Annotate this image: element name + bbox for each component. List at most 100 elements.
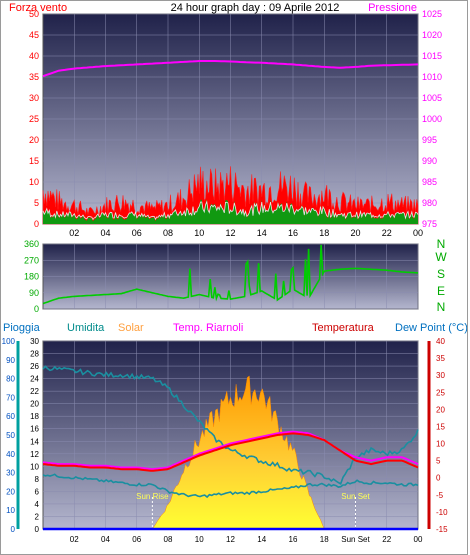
solar-tick-label: 14 [30,437,39,446]
x-tick-label: 04 [101,535,110,544]
series-dew-point [42,473,419,499]
wind-pressure-series [42,60,419,225]
solar-tick-label: 22 [30,387,39,396]
pressure-tick-label: 995 [422,135,437,145]
wind-tick-label: 25 [29,114,39,124]
pressure-y-axis: 975 980 985 990 995 1000 1005 1010 1015 1020 1025 [422,9,442,229]
x-tick-label: 14 [257,535,266,544]
temperature-tick-label: 25 [436,388,445,397]
solar-tick-label: 18 [30,412,39,421]
solar-tick-label: 2 [35,512,40,521]
solar-tick-label: 10 [30,462,39,471]
series-temp-riarnoli [42,430,419,471]
solar-tick-label: 8 [35,475,40,484]
x-tick-label: 06 [132,228,142,238]
legend-label: Umidita [67,322,105,334]
solar-tick-label: 30 [30,337,39,346]
x-tick-label: 02 [70,535,79,544]
series-wind-average [43,199,418,224]
solar-tick-label: 24 [30,375,39,384]
humidity-tick-label: 30 [6,469,15,478]
temp-x-axis: 02 04 06 08 10 12 14 16 18 Sun Set 22 00 [70,535,423,544]
chart-title: 24 hour graph day : 09 Aprile 2012 [171,2,340,14]
pressure-axis-label: Pressione [368,2,417,14]
wind-x-axis: 02 04 06 08 10 12 14 16 18 20 22 00 [69,228,423,238]
wind-y-axis: 0 5 10 15 20 25 30 35 40 45 50 [29,9,39,229]
pressure-tick-label: 1005 [422,93,442,103]
humidity-tick-label: 90 [6,356,15,365]
pressure-tick-label: 985 [422,177,437,187]
temp-legend-header: Pioggia Umidita Solar Temp. Riarnoli Tempera… [3,322,467,334]
wind-tick-label: 20 [29,135,39,145]
solar-tick-label: 6 [35,487,40,496]
humidity-tick-label: 100 [2,337,16,346]
wind-axis-label: Forza vento [9,2,67,14]
wind-tick-label: 35 [29,72,39,82]
humidity-y-axis: 0 10 20 30 40 50 60 70 80 90 100 [2,337,20,534]
series-pressure [42,60,419,78]
direction-y-axis: 0 90 180 270 360 [24,239,39,314]
temperature-tick-label: -5 [436,491,444,500]
series-wind-direction [42,244,419,305]
solar-tick-label: 28 [30,350,39,359]
temperature-tick-label: 15 [436,422,445,431]
temperature-tick-label: -10 [436,508,448,517]
series-temperature [42,432,419,472]
x-tick-label: 06 [132,535,141,544]
legend-label: Pioggia [3,322,41,334]
x-tick-label: 22 [382,535,391,544]
solar-tick-label: 26 [30,362,39,371]
direction-tick-label: 180 [24,272,39,282]
sun-event-label: Sun Rise [136,492,169,501]
x-tick-label: 00 [413,228,423,238]
wind-tick-label: 50 [29,9,39,19]
legend-label: Temp. Riarnoli [173,322,243,334]
humidity-tick-label: 50 [6,431,15,440]
x-tick-label: 08 [164,535,173,544]
x-tick-label: 22 [382,228,392,238]
x-tick-label: 12 [225,228,235,238]
direction-tick-label: 90 [29,288,39,298]
sun-event-label: Sun Set [341,492,370,501]
temperature-tick-label: 10 [436,440,445,449]
direction-tick-label: 0 [34,304,39,314]
temperature-tick-label: 35 [436,354,445,363]
solar-tick-label: 16 [30,425,39,434]
x-tick-label: 16 [288,228,298,238]
wind-tick-label: 15 [29,156,39,166]
legend-label: Dew Point (°C) [395,322,467,334]
pressure-tick-label: 990 [422,156,437,166]
humidity-tick-label: 10 [6,506,15,515]
pressure-tick-label: 980 [422,198,437,208]
pressure-tick-label: 1015 [422,51,442,61]
wind-tick-label: 10 [29,177,39,187]
compass-label: E [437,284,445,298]
compass-label: N [437,237,446,251]
x-tick-label: 04 [100,228,110,238]
temperature-tick-label: -15 [436,525,448,534]
humidity-tick-label: 80 [6,375,15,384]
direction-tick-label: 360 [24,239,39,249]
x-tick-label: 10 [194,228,204,238]
wind-tick-label: 0 [34,219,39,229]
direction-tick-label: 270 [24,255,39,265]
compass-label: S [437,267,445,281]
x-tick-label: Sun Set [341,535,370,544]
wind-tick-label: 5 [34,198,39,208]
x-tick-label: 18 [319,228,329,238]
humidity-tick-label: 70 [6,393,15,402]
temperature-tick-label: 30 [436,371,445,380]
x-tick-label: 16 [289,535,298,544]
legend-label: Temperatura [312,322,375,334]
wind-tick-label: 30 [29,93,39,103]
temperature-y-axis: -15 -10 -5 0 5 10 15 20 25 30 35 40 [427,337,448,534]
pressure-tick-label: 1000 [422,114,442,124]
compass-label: W [435,250,447,264]
x-tick-label: 10 [195,535,204,544]
solar-tick-label: 20 [30,400,39,409]
x-tick-label: 08 [163,228,173,238]
direction-grid [43,243,419,310]
